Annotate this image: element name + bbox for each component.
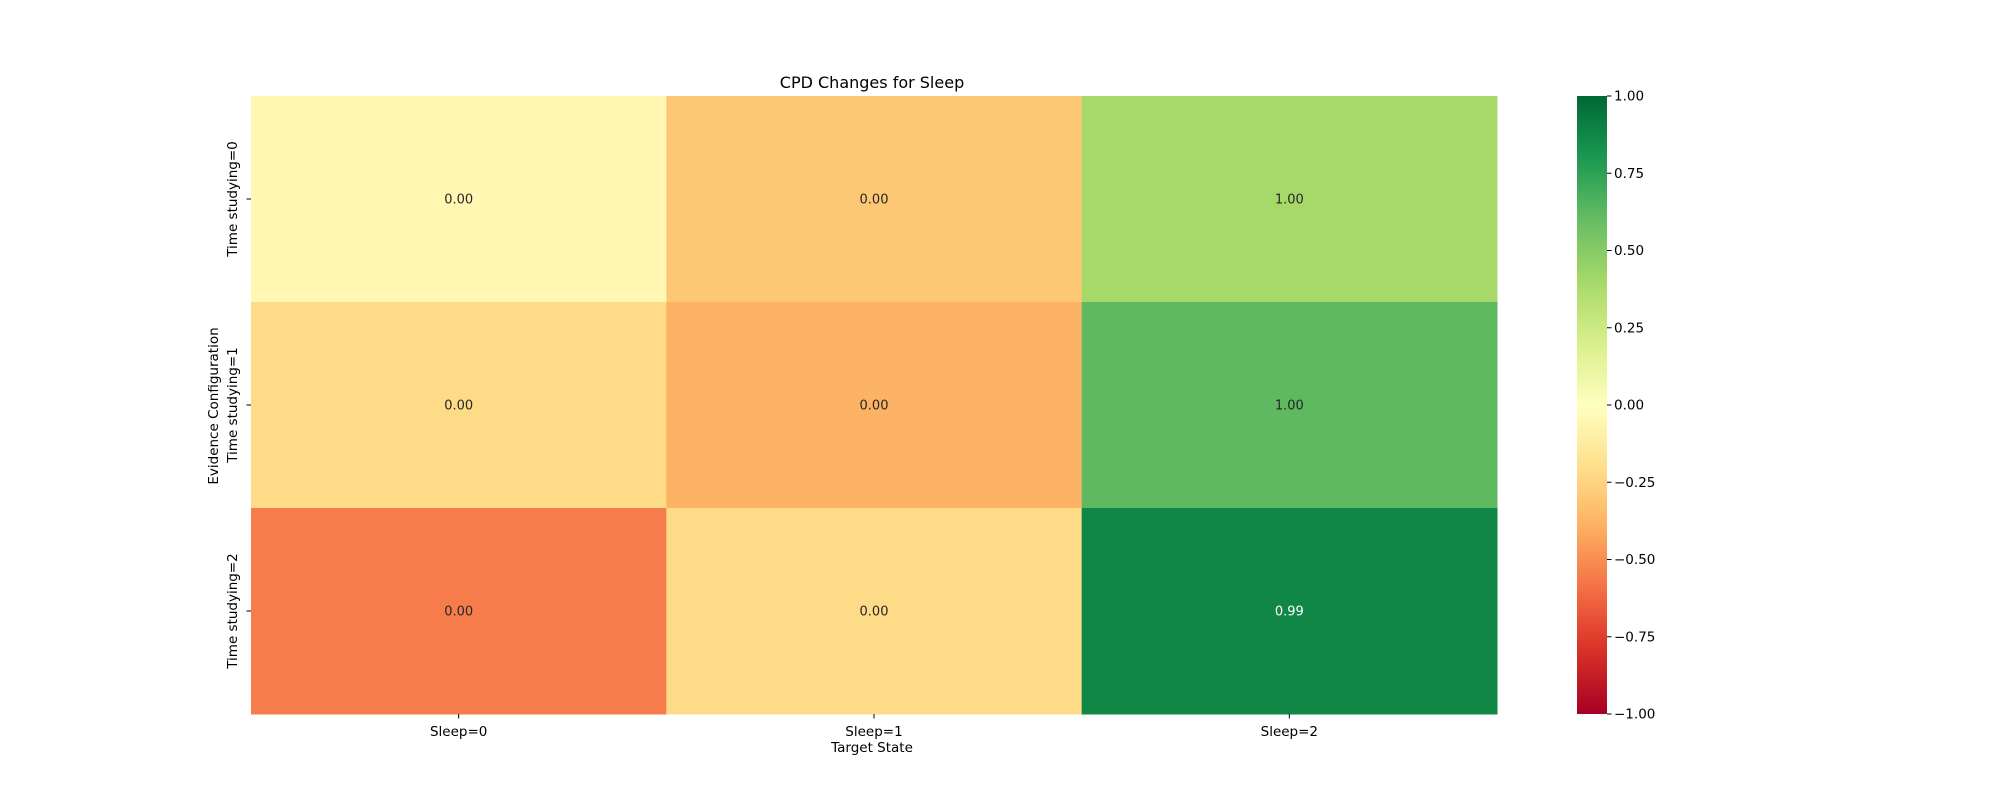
cell-annotation: 0.00: [444, 193, 473, 208]
heatmap-cell: [1081, 508, 1498, 715]
cell-annotation: 0.00: [860, 399, 889, 414]
x-axis-label: Target State: [830, 740, 913, 756]
colorbar-tick-label: 0.75: [1614, 166, 1644, 182]
cell-annotation: 1.00: [1275, 193, 1304, 208]
heatmap-cell: [1081, 302, 1498, 509]
chart-title: CPD Changes for Sleep: [780, 73, 964, 92]
cell-annotation: 0.00: [860, 605, 889, 620]
heatmap-cell: [666, 96, 1083, 303]
colorbar-tick-label: −0.25: [1614, 475, 1655, 491]
colorbar-tick-label: 1.00: [1614, 89, 1644, 105]
y-axis-label: Evidence Configuration: [206, 327, 222, 484]
cell-annotation: 1.00: [1275, 399, 1304, 414]
heatmap-cells: [251, 96, 1498, 715]
heatmap-cell: [251, 302, 667, 509]
x-tick-label: Sleep=0: [430, 724, 487, 740]
y-tick-label: Time studying=1: [225, 347, 241, 464]
colorbar-tick-label: 0.25: [1614, 320, 1644, 336]
y-axis-ticks: Time studying=0 Time studying=1 Time study…: [225, 141, 251, 670]
colorbar-ticks: 1.00 0.75 0.50 0.25 0.00 −0.25 −0.50 −0.75 −1.00: [1607, 89, 1655, 723]
colorbar-tick-label: 0.00: [1614, 398, 1644, 414]
x-tick-label: Sleep=1: [845, 724, 902, 740]
heatmap-cell: [666, 302, 1083, 509]
heatmap-cell: [666, 508, 1083, 715]
heatmap-cell: [251, 96, 667, 303]
colorbar-tick-label: −0.75: [1614, 629, 1655, 645]
x-tick-label: Sleep=2: [1261, 724, 1318, 740]
y-tick-label: Time studying=0: [225, 141, 241, 258]
cell-annotation: 0.00: [444, 399, 473, 414]
colorbar-tick-label: −0.50: [1614, 552, 1655, 568]
cell-annotation: 0.99: [1275, 605, 1304, 620]
cell-annotation: 0.00: [860, 193, 889, 208]
colorbar: [1577, 96, 1607, 714]
heatmap-cell: [251, 508, 667, 715]
colorbar-tick-label: −1.00: [1614, 707, 1655, 723]
y-tick-label: Time studying=2: [225, 553, 241, 670]
x-axis-ticks: Sleep=0 Sleep=1 Sleep=2: [430, 714, 1318, 740]
heatmap-cell: [1081, 96, 1498, 303]
cell-annotations: 0.00 0.00 1.00 0.00 0.00 1.00 0.00 0.00 0.99: [444, 193, 1304, 620]
colorbar-tick-label: 0.50: [1614, 243, 1644, 259]
cell-annotation: 0.00: [444, 605, 473, 620]
